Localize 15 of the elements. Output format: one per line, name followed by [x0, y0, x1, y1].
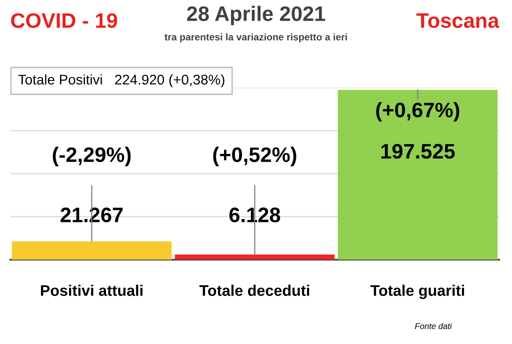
data-label: 21.267: [60, 208, 123, 222]
annotation: (+0,67%): [376, 102, 460, 122]
text: Totale Positivi 224.920 (+0,38%): [18, 74, 224, 88]
data-label: 197.525: [381, 144, 455, 159]
data-label: 6.128: [229, 208, 280, 222]
annotation: (-2,29%): [52, 146, 131, 166]
text: Toscana: [416, 13, 500, 28]
text: COVID - 19: [11, 13, 118, 28]
x-tick-label: Positivi attuali: [40, 284, 142, 296]
chart-title: 28 Aprile 2021: [187, 6, 326, 26]
annotation: (+0,52%): [213, 146, 296, 166]
chart-subtitle: tra parentesi la variazione rispetto a ieri: [164, 33, 347, 42]
source-note: Fonte dati: [414, 322, 452, 330]
x-tick-label: Totale guariti: [370, 284, 464, 300]
x-tick-label: Totale deceduti: [199, 284, 310, 296]
